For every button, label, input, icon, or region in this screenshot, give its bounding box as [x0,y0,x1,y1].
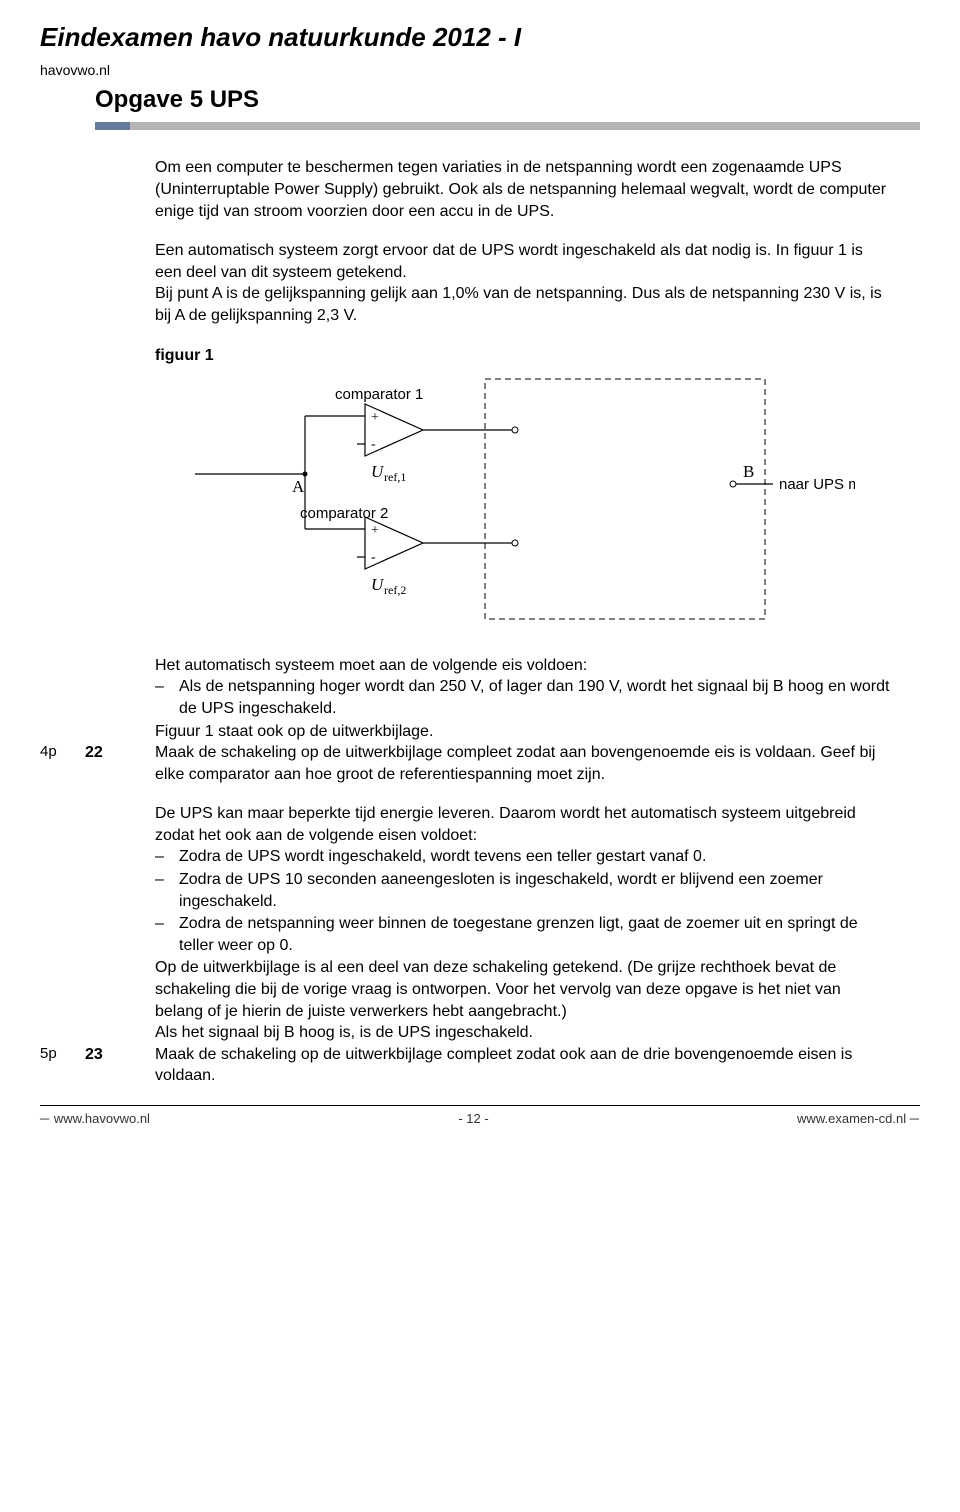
uref2-U: U [371,575,385,594]
q22-bullet-1: Als de netspanning hoger wordt dan 250 V… [155,676,890,719]
q23-post-1: Op de uitwerkbijlage is al een deel van … [155,957,890,1022]
footer-left: www.havovwo.nl [54,1111,150,1126]
q23-bullets: Zodra de UPS wordt ingeschakeld, wordt t… [155,846,890,956]
q22-points: 4p [40,742,85,762]
minus-1: - [371,437,376,452]
q23-bullet-3: Zodra de netspanning weer binnen de toeg… [155,913,890,956]
q22-text: Maak de schakeling op de uitwerkbijlage … [155,742,890,785]
footer-dash-r: ─ [910,1111,920,1126]
plus-2: + [371,523,379,538]
title-divider [95,122,920,131]
minus-2: - [371,550,376,565]
output-label: naar UPS met accu [779,476,855,493]
logic-box [485,379,765,619]
footer-right: www.examen-cd.nl [797,1111,906,1126]
uref2-sub: ref,2 [384,583,406,597]
comparator-2-label: comparator 2 [300,505,388,522]
question-22-row: 4p 22 Maak de schakeling op de uitwerkbi… [40,742,920,785]
opgave-title: Opgave 5 UPS [95,84,920,116]
q23-bullet-2: Zodra de UPS 10 seconden aaneengesloten … [155,869,890,912]
exam-title: Eindexamen havo natuurkunde 2012 - I [40,20,920,55]
q23-points: 5p [40,1044,85,1064]
q23-lead: De UPS kan maar beperkte tijd energie le… [155,803,890,846]
q22-number: 22 [85,742,155,764]
footer-dash-l: ─ [40,1111,50,1126]
comparator-1-label: comparator 1 [335,386,423,403]
circuit-diagram: A comparator 1 + - U ref,1 comparator 2 … [195,374,890,631]
site-link: havovwo.nl [40,61,920,80]
intro-para-3: Bij punt A is de gelijkspanning gelijk a… [155,283,890,326]
q23-number: 23 [85,1044,155,1066]
intro-para-2: Een automatisch systeem zorgt ervoor dat… [155,240,890,283]
uref1-sub: ref,1 [384,470,406,484]
intro-para-1: Om een computer te beschermen tegen vari… [155,157,890,222]
page-footer: ─ www.havovwo.nl - 12 - www.examen-cd.nl… [40,1105,920,1128]
question-23-row: 5p 23 Maak de schakeling op de uitwerkbi… [40,1044,920,1087]
q23-post-2: Als het signaal bij B hoog is, is de UPS… [155,1022,890,1044]
figure-label: figuur 1 [155,345,890,367]
uref1-U: U [371,462,385,481]
node-A-label: A [292,477,305,496]
q22-lead: Het automatisch systeem moet aan de volg… [155,655,890,677]
footer-page: - 12 - [458,1110,488,1128]
q22-post: Figuur 1 staat ook op de uitwerkbijlage. [155,721,890,743]
plus-1: + [371,410,379,425]
node-B-label: B [743,462,754,481]
q23-bullet-1: Zodra de UPS wordt ingeschakeld, wordt t… [155,846,890,868]
q22-bullets: Als de netspanning hoger wordt dan 250 V… [155,676,890,719]
q23-text: Maak de schakeling op de uitwerkbijlage … [155,1044,890,1087]
